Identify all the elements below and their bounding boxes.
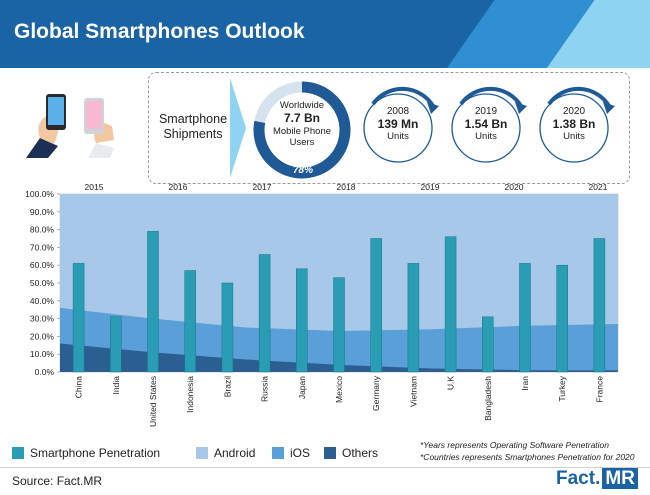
bar-bangladesh [482,316,494,373]
year-label: 2017 [253,182,272,192]
donut-line1: Worldwide [279,100,325,111]
stat-rings [363,86,615,163]
year-label: 2019 [421,182,440,192]
brand-mr: MR [602,468,638,489]
x-tick-label: Bangladesh [483,376,493,421]
arrow-chevron-icon [230,78,246,178]
stat-year: 2019 [474,106,498,117]
x-tick-label: Germany [371,375,381,411]
stat-year: 2020 [562,106,586,117]
brand-logo: Fact. MR [556,468,638,490]
stat-unit: Units [475,131,497,142]
donut-center-text: Worldwide 7.7 Bn Mobile Phone Users [262,100,342,148]
stat-value: 1.54 Bn [464,117,508,131]
mobile-users-donut [253,81,351,179]
x-tick-label: France [594,376,604,403]
stat-year: 2008 [386,106,410,117]
donut-arc [253,81,351,179]
x-tick-label: Brazil [222,376,232,397]
page-title: Global Smartphones Outlook [14,20,305,43]
note-years: *Years represents Operating Software Pen… [420,440,609,450]
brand-fact: Fact. [556,468,601,489]
bar-germany [370,238,382,373]
x-tick-label: Japan [297,376,307,399]
y-tick-label: 0.0% [35,367,55,377]
x-tick-label: United States [148,376,158,427]
y-tick-label: 10.0% [30,349,55,359]
stat-value: 1.38 Bn [552,117,596,131]
y-tick-label: 60.0% [30,260,55,270]
phone-hands-illustration [26,94,114,158]
stat-2019: 2019 1.54 Bn Units [454,106,518,142]
y-tick-label: 100.0% [25,189,54,199]
stat-ring-2020 [539,86,615,163]
x-tick-label: Russia [260,376,270,402]
legend-android: Android [196,446,255,460]
bar-china [72,263,85,373]
stat-ring-2019 [451,86,527,163]
y-tick-label: 30.0% [30,314,55,324]
x-tick-label: Turkey [557,375,567,401]
bar-vietnam [407,263,420,373]
x-tick-label: Iran [520,376,530,391]
shipments-info-box [148,72,630,184]
legend-others: Others [324,446,378,460]
source-text: Source: Fact.MR [12,474,103,488]
bar-japan [296,268,308,373]
stat-ring-2008 [363,86,439,163]
bar-u-k [444,236,457,373]
bar-france [593,238,606,373]
area-others [60,343,618,372]
x-tick-label: U.K [446,376,456,391]
stat-value: 139 Mn [377,117,419,131]
header-banner: Global Smartphones Outlook [0,0,650,68]
donut-line3: Mobile Phone Users [272,126,332,148]
y-tick-label: 70.0% [30,242,55,252]
x-tick-label: Mexico [334,376,344,403]
bar-indonesia [184,270,196,373]
stat-2008: 2008 139 Mn Units [366,106,430,142]
stat-unit: Units [563,131,585,142]
year-label: 2016 [169,182,188,192]
bar-turkey [556,264,568,373]
stat-2020: 2020 1.38 Bn Units [542,106,606,142]
legend-ios: iOS [272,446,310,460]
bar-iran [519,263,531,373]
year-label: 2018 [337,182,356,192]
year-label: 2015 [85,182,104,192]
y-tick-label: 50.0% [30,278,55,288]
donut-value: 7.7 Bn [283,111,320,125]
legend-label: iOS [290,446,311,460]
penetration-chart: 0.0% 10.0% 20.0% 30.0% 40.0% 50.0% 60.0% 70.0% 8… [25,182,619,427]
year-label: 2020 [505,182,524,192]
legend-label: Smartphone Penetration [30,446,161,460]
y-tick-label: 80.0% [30,225,55,235]
donut-percent: 78% [292,165,313,176]
bar-mexico [333,277,345,373]
footer-divider [0,467,650,468]
legend-swatch [272,447,284,459]
y-tick-label: 90.0% [30,207,55,217]
bar-russia [258,254,271,373]
shipments-label: Smartphone Shipments [158,112,228,141]
bar-india [110,316,122,373]
legend-swatch [12,447,24,459]
legend-swatch [196,447,208,459]
x-tick-label: China [74,376,84,398]
x-tick-label: Vietnam [408,376,418,407]
y-tick-label: 20.0% [30,331,55,341]
x-tick-label: India [111,376,121,395]
y-tick-label: 40.0% [30,296,55,306]
legend-swatch [324,447,336,459]
x-tick-label: Indonesia [185,376,195,413]
year-label: 2021 [589,182,608,192]
bar-brazil [221,282,234,373]
bar-united-states [147,231,159,373]
legend-label: Others [342,446,379,460]
legend-label: Android [214,446,256,460]
note-countries: *Countries represents Smartphones Penetr… [420,452,635,462]
stat-unit: Units [387,131,409,142]
legend-penetration: Smartphone Penetration [12,446,160,460]
